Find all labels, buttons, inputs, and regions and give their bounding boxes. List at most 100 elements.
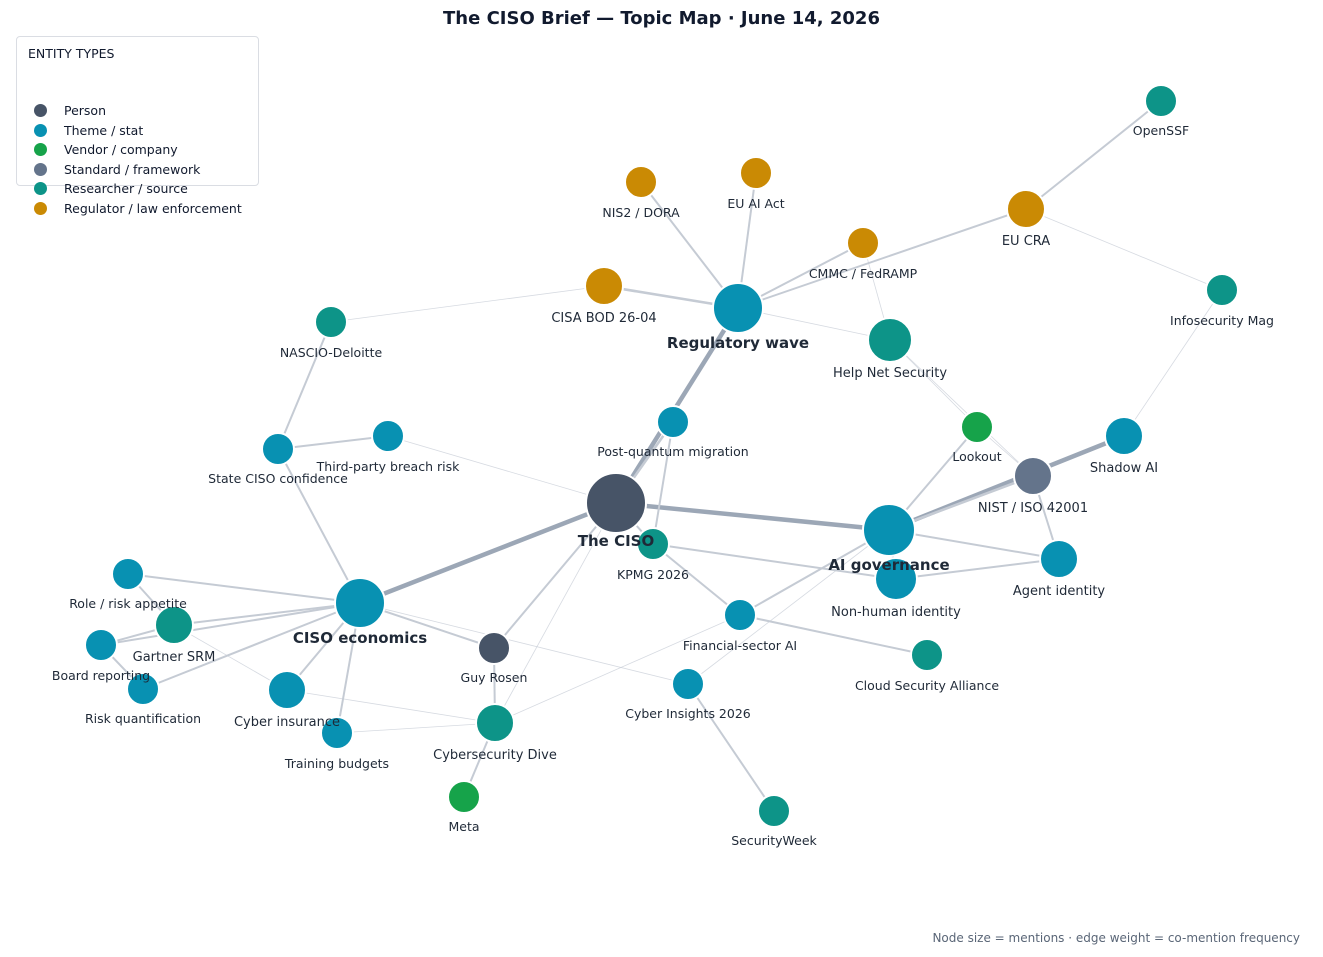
node-state-ciso-confidence[interactable]: [261, 432, 295, 466]
node-cybersecurity-dive[interactable]: [475, 703, 515, 743]
node-ai-governance[interactable]: [862, 503, 916, 557]
node-openssf[interactable]: [1144, 84, 1178, 118]
edge-eucra-infosec: [1025, 208, 1223, 291]
node-lookout[interactable]: [960, 410, 994, 444]
edge-kpmg-finai: [652, 543, 741, 616]
legend-dot-icon: [34, 142, 47, 156]
legend-item-regulator: Regulator / law enforcement: [34, 200, 242, 216]
legend-label: Vendor / company: [64, 141, 178, 157]
edge-gartner-cyins: [173, 624, 288, 691]
node-label-cloud-security-alliance: Cloud Security Alliance: [855, 678, 999, 693]
node-label-non-human-identity: Non-human identity: [831, 605, 961, 620]
edge-econ-board: [100, 602, 361, 646]
legend-item-vendor: Vendor / company: [34, 141, 178, 157]
node-guy-rosen[interactable]: [477, 631, 511, 665]
node-label-financial-sector-ai: Financial-sector AI: [683, 638, 797, 653]
node-label-help-net-security: Help Net Security: [833, 366, 947, 381]
node-eu-ai-act[interactable]: [739, 156, 773, 190]
node-label-the-ciso: The CISO: [578, 532, 654, 550]
node-third-party-breach-risk[interactable]: [371, 419, 405, 453]
edge-cisa-nascio: [330, 285, 605, 323]
node-risk-quantification[interactable]: [126, 672, 160, 706]
edge-aigov-agent: [888, 529, 1060, 560]
nodes-layer: [84, 84, 1239, 828]
node-ciso-economics[interactable]: [334, 577, 386, 629]
node-label-securityweek: SecurityWeek: [731, 833, 817, 848]
node-board-reporting[interactable]: [84, 628, 118, 662]
labels-layer: The CISO Regulatory wave AI governance CISO…: [52, 123, 1274, 848]
node-shadow-ai[interactable]: [1104, 416, 1144, 456]
node-label-role-risk-appetite: Role / risk appetite: [69, 596, 187, 611]
node-label-guy-rosen: Guy Rosen: [461, 670, 528, 685]
legend-label: Researcher / source: [64, 180, 188, 196]
legend-dot-icon: [34, 181, 47, 195]
node-label-nis2-dora: NIS2 / DORA: [602, 205, 680, 220]
node-label-openssf: OpenSSF: [1133, 123, 1189, 138]
edge-ciso-guy: [493, 502, 617, 649]
edge-econ-gartner: [173, 602, 361, 626]
node-label-board-reporting: Board reporting: [52, 668, 150, 683]
node-label-regulatory-wave: Regulatory wave: [667, 334, 809, 352]
node-post-quantum-migration[interactable]: [656, 405, 690, 439]
node-help-net-security[interactable]: [867, 317, 913, 363]
node-gartner-srm[interactable]: [154, 605, 194, 645]
legend-label: Theme / stat: [64, 122, 144, 138]
edge-ciso-dive: [494, 502, 617, 724]
node-regulatory-wave[interactable]: [712, 282, 764, 334]
legend: ENTITY TYPES Person Theme / stat Vendor …: [16, 36, 259, 216]
node-eu-cra[interactable]: [1006, 189, 1046, 229]
node-infosecurity-mag[interactable]: [1205, 273, 1239, 307]
node-label-ciso-economics: CISO economics: [293, 629, 427, 647]
edge-ciso-third: [387, 435, 617, 504]
node-non-human-identity[interactable]: [874, 557, 918, 601]
node-label-training-budgets: Training budgets: [284, 756, 389, 771]
node-cloud-security-alliance[interactable]: [910, 638, 944, 672]
node-label-eu-cra: EU CRA: [1002, 234, 1050, 249]
legend-label: Standard / framework: [64, 161, 201, 177]
node-role-risk-appetite[interactable]: [111, 557, 145, 591]
legend-label: Regulator / law enforcement: [64, 200, 242, 216]
footnote: Node size = mentions · edge weight = co-…: [932, 931, 1300, 945]
node-nist-iso-42001[interactable]: [1013, 456, 1053, 496]
edge-state-nascio: [277, 321, 332, 450]
node-nascio-deloitte[interactable]: [314, 305, 348, 339]
node-securityweek[interactable]: [757, 794, 791, 828]
node-cisa-bod-26-04[interactable]: [584, 266, 624, 306]
edge-finai-csa: [739, 614, 928, 656]
legend-item-theme: Theme / stat: [34, 122, 143, 138]
node-label-risk-quantification: Risk quantification: [85, 711, 201, 726]
node-agent-identity[interactable]: [1039, 539, 1079, 579]
node-label-kpmg-2026: KPMG 2026: [617, 567, 689, 582]
edge-aigov-finai: [739, 529, 890, 616]
edge-ciso-aigov: [615, 500, 890, 533]
node-cyber-insights-2026[interactable]: [671, 667, 705, 701]
edge-econ-state: [277, 448, 361, 604]
legend-item-researcher: Researcher / source: [34, 180, 188, 196]
node-label-infosecurity-mag: Infosecurity Mag: [1170, 313, 1274, 328]
edge-nhi-agent: [895, 558, 1060, 580]
edge-econ-role: [127, 573, 361, 604]
node-label-cmmc-fedramp: CMMC / FedRAMP: [809, 266, 918, 281]
legend-dot-icon: [34, 201, 47, 215]
node-label-third-party-breach-risk: Third-party breach risk: [316, 459, 460, 474]
edge-reg-nis2: [640, 181, 739, 309]
node-label-post-quantum-migration: Post-quantum migration: [597, 444, 748, 459]
legend-dot-icon: [34, 162, 47, 176]
legend-dot-icon: [34, 103, 47, 117]
node-label-ai-governance: AI governance: [828, 556, 949, 574]
node-the-ciso[interactable]: [585, 472, 647, 534]
edge-dive-finai: [494, 614, 741, 724]
node-nis2-dora[interactable]: [624, 165, 658, 199]
legend-dot-icon: [34, 123, 47, 137]
node-meta[interactable]: [447, 780, 481, 814]
node-cmmc-fedramp[interactable]: [846, 226, 880, 260]
node-kpmg-2026[interactable]: [636, 527, 670, 561]
node-label-state-ciso-confidence: State CISO confidence: [208, 471, 348, 486]
legend-item-person: Person: [34, 102, 106, 118]
node-cyber-insurance[interactable]: [267, 670, 307, 710]
edge-econ-riskq: [142, 602, 361, 690]
edge-cyins-dive: [286, 689, 496, 724]
node-training-budgets[interactable]: [320, 716, 354, 750]
node-financial-sector-ai[interactable]: [723, 598, 757, 632]
